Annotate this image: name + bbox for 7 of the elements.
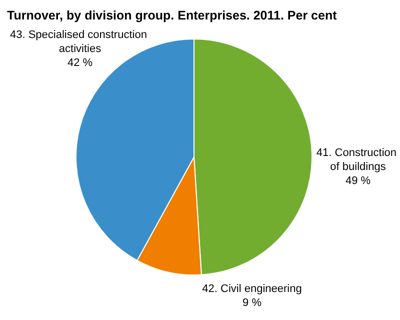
slice-label: 42. Civil engineering [202, 283, 302, 295]
data-label: 9 % [242, 297, 262, 309]
data-label: 42 % [67, 57, 93, 69]
data-label: 49 % [345, 175, 371, 187]
slice-label: 41. Construction of buildings [316, 147, 400, 173]
chart-title: Turnover, by division group. Enterprises. 2011. Per cent [7, 8, 338, 22]
slice-label: 43. Specialised construction activities [10, 29, 150, 55]
